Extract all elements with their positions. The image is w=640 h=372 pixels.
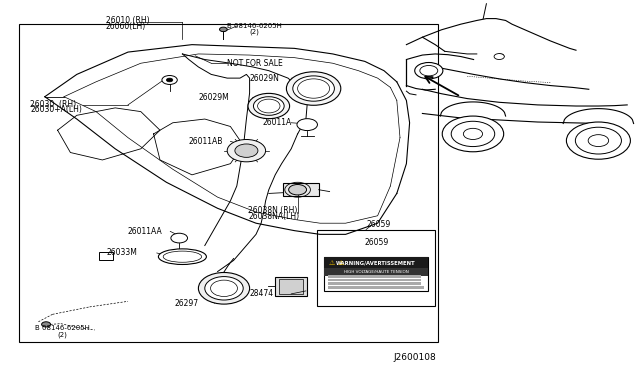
Bar: [324, 268, 428, 276]
Text: 26029M: 26029M: [198, 93, 229, 102]
Circle shape: [494, 54, 504, 60]
Text: 26029N: 26029N: [250, 74, 280, 83]
Text: 26010 (RH): 26010 (RH): [106, 16, 149, 25]
Text: J2600108: J2600108: [394, 353, 436, 362]
Text: 26059: 26059: [365, 238, 389, 247]
Text: 26011AA: 26011AA: [128, 227, 163, 236]
Text: (2): (2): [58, 331, 67, 338]
Ellipse shape: [293, 76, 335, 101]
Text: 26038NA(LH): 26038NA(LH): [248, 212, 300, 221]
Text: 26033M: 26033M: [107, 248, 138, 257]
Text: B 08146-6205H: B 08146-6205H: [35, 325, 90, 331]
Bar: [317, 230, 435, 306]
Text: 26060(LH): 26060(LH): [106, 22, 146, 31]
Bar: [324, 257, 428, 268]
Ellipse shape: [248, 93, 290, 119]
Bar: [275, 277, 307, 296]
Bar: [99, 252, 113, 260]
Ellipse shape: [287, 72, 341, 105]
Text: ⚠: ⚠: [338, 260, 344, 266]
Circle shape: [42, 322, 51, 327]
Text: 26030  (RH): 26030 (RH): [30, 100, 76, 109]
Bar: [328, 286, 424, 289]
Text: B 08146-6205H: B 08146-6205H: [227, 23, 282, 29]
Text: NOT FOR SALE: NOT FOR SALE: [227, 59, 283, 68]
Circle shape: [442, 116, 504, 152]
Bar: [328, 279, 421, 281]
Text: 26059: 26059: [366, 220, 390, 229]
Ellipse shape: [253, 97, 284, 115]
Circle shape: [415, 62, 443, 79]
Text: WARNING/AVERTISSEMENT: WARNING/AVERTISSEMENT: [336, 260, 416, 265]
Circle shape: [289, 185, 307, 195]
Text: 26011AB: 26011AB: [189, 137, 223, 146]
Circle shape: [220, 27, 227, 32]
Bar: [324, 257, 428, 291]
Circle shape: [566, 122, 630, 159]
Text: 26297: 26297: [175, 299, 199, 308]
Circle shape: [171, 233, 188, 243]
Text: 26030+A(LH): 26030+A(LH): [30, 105, 82, 114]
Text: 26038N (RH): 26038N (RH): [248, 206, 298, 215]
Circle shape: [166, 78, 173, 82]
Circle shape: [297, 119, 317, 131]
Text: (2): (2): [250, 29, 259, 35]
Ellipse shape: [205, 276, 243, 300]
Bar: [328, 282, 421, 285]
Text: HIGH VOLTAGE/HAUTE TENSION: HIGH VOLTAGE/HAUTE TENSION: [344, 270, 408, 274]
Circle shape: [227, 140, 266, 162]
Text: ⚠: ⚠: [329, 260, 335, 266]
Bar: [328, 275, 421, 278]
Bar: [19, 24, 438, 342]
Text: 26011A: 26011A: [262, 118, 292, 127]
Bar: [279, 279, 303, 294]
Bar: [283, 183, 319, 196]
Ellipse shape: [198, 272, 250, 304]
Text: 28474: 28474: [250, 289, 274, 298]
Ellipse shape: [158, 249, 206, 264]
Circle shape: [235, 144, 258, 157]
